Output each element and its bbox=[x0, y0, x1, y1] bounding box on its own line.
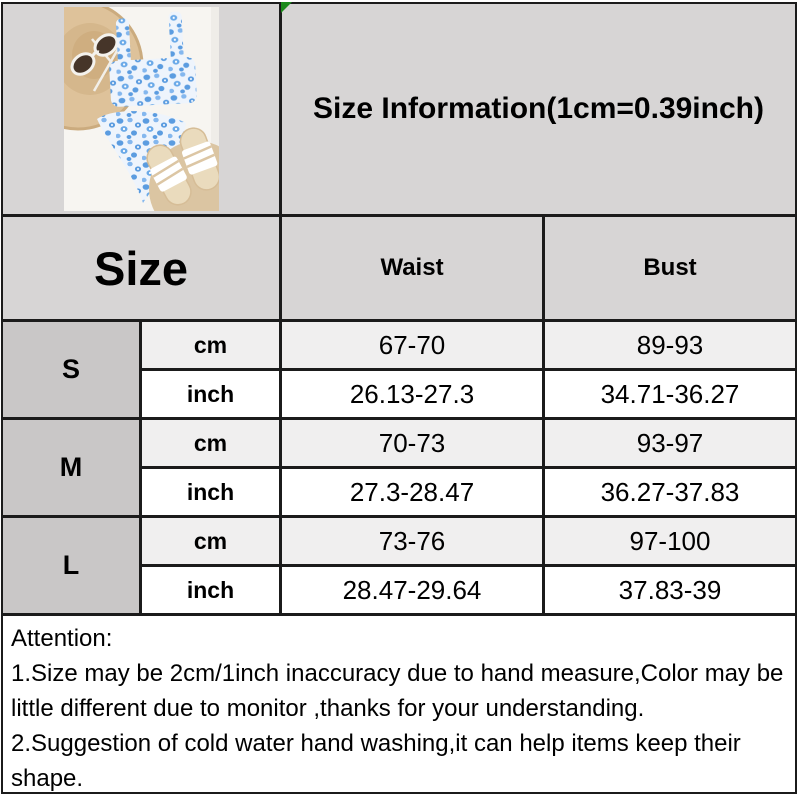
sandal-right-icon bbox=[179, 127, 219, 191]
unit-cm: cm bbox=[142, 420, 279, 466]
s-cm-bust: 89-93 bbox=[545, 322, 795, 368]
m-inch-bust: 36.27-37.83 bbox=[545, 469, 795, 515]
attention-line-2: 2.Suggestion of cold water hand washing,… bbox=[11, 730, 741, 792]
size-label-m: M bbox=[3, 420, 139, 515]
s-inch-bust: 34.71-36.27 bbox=[545, 371, 795, 417]
l-cm-waist: 73-76 bbox=[282, 518, 542, 564]
l-inch-waist: 28.47-29.64 bbox=[282, 567, 542, 613]
size-label-s: S bbox=[3, 322, 139, 417]
green-corner-artifact bbox=[281, 2, 292, 13]
product-photo bbox=[64, 7, 219, 211]
header-size: Size bbox=[3, 217, 279, 319]
m-cm-bust: 93-97 bbox=[545, 420, 795, 466]
unit-inch: inch bbox=[142, 371, 279, 417]
bikini-top-icon bbox=[109, 11, 197, 107]
size-info-title: Size Information(1cm=0.39inch) bbox=[282, 4, 795, 214]
unit-inch: inch bbox=[142, 469, 279, 515]
header-waist: Waist bbox=[282, 217, 542, 319]
m-cm-waist: 70-73 bbox=[282, 420, 542, 466]
attention-section: Attention: 1.Size may be 2cm/1inch inacc… bbox=[3, 616, 795, 792]
bikini-flatlay-illustration bbox=[64, 7, 219, 211]
s-cm-waist: 67-70 bbox=[282, 322, 542, 368]
attention-heading: Attention: bbox=[11, 625, 113, 652]
product-photo-cell bbox=[3, 4, 279, 214]
l-cm-bust: 97-100 bbox=[545, 518, 795, 564]
m-inch-waist: 27.3-28.47 bbox=[282, 469, 542, 515]
unit-inch: inch bbox=[142, 567, 279, 613]
header-bust: Bust bbox=[545, 217, 795, 319]
unit-cm: cm bbox=[142, 518, 279, 564]
unit-cm: cm bbox=[142, 322, 279, 368]
bikini-bottom-icon bbox=[97, 111, 186, 203]
size-label-l: L bbox=[3, 518, 139, 613]
attention-line-1: 1.Size may be 2cm/1inch inaccuracy due t… bbox=[11, 660, 784, 722]
sandal-left-icon bbox=[146, 144, 192, 206]
l-inch-bust: 37.83-39 bbox=[545, 567, 795, 613]
sunglasses-icon bbox=[70, 33, 119, 76]
s-inch-waist: 26.13-27.3 bbox=[282, 371, 542, 417]
